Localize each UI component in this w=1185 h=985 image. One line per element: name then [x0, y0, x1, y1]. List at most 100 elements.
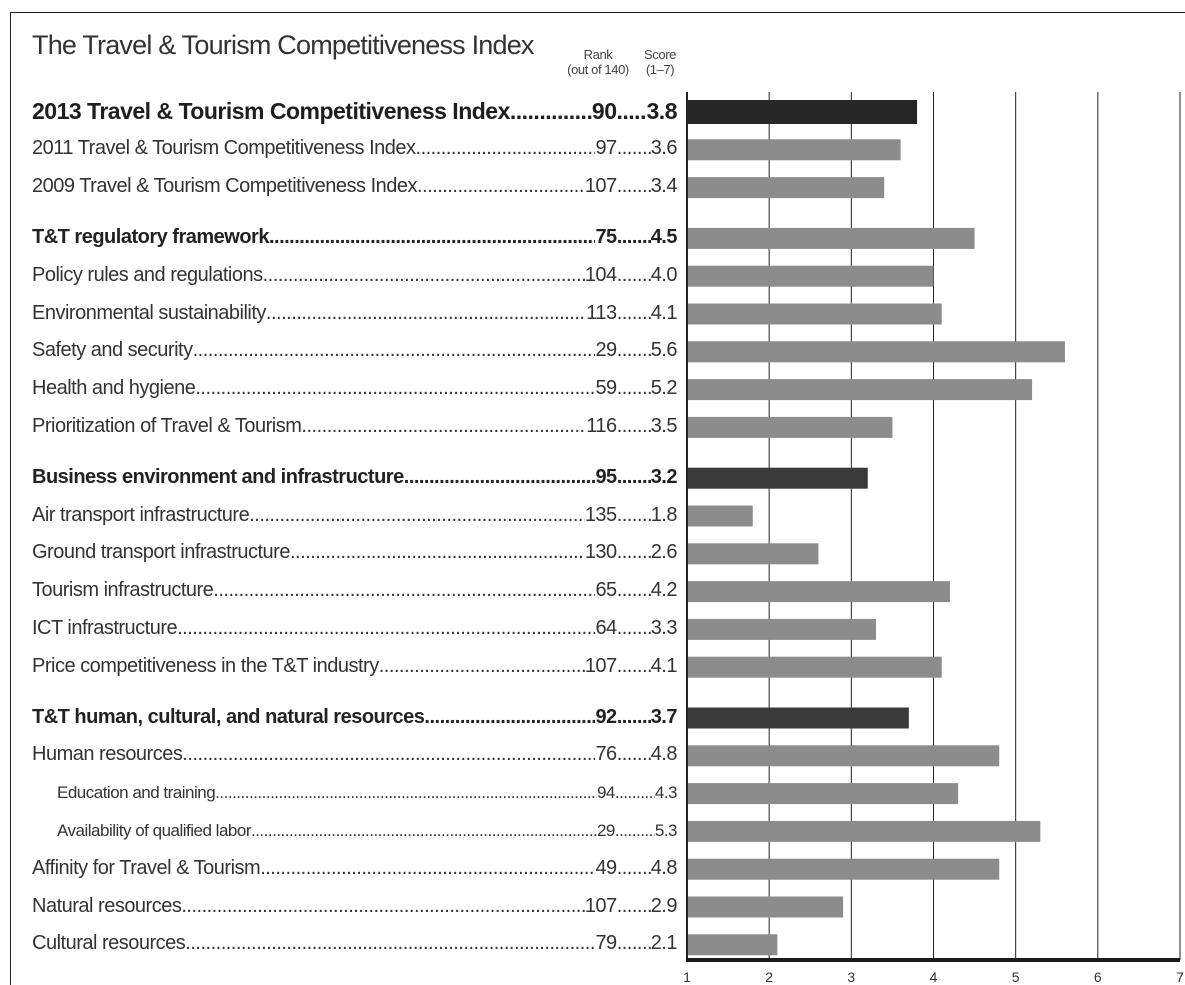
bar	[688, 379, 1033, 401]
score-value: 3.6	[650, 137, 678, 160]
rank-column-header: Rank (out of 140)	[558, 47, 638, 77]
x-tick-label: 4	[930, 969, 938, 985]
rank-value: 95	[595, 465, 617, 488]
row-label: Business environment and infrastructure	[32, 465, 404, 488]
bar	[688, 100, 918, 124]
row-label: Tourism infrastructure	[32, 579, 214, 602]
table-row: Affinity for Travel & Tourism 49 4.8	[32, 856, 678, 880]
row-label: ICT infrastructure	[32, 617, 178, 639]
bar	[688, 858, 1000, 880]
rank-value: 107	[584, 654, 617, 677]
bar	[688, 934, 778, 956]
bar	[688, 265, 934, 287]
bar	[688, 896, 844, 918]
bar	[688, 707, 909, 729]
rank-header-label: Rank	[583, 47, 613, 62]
rank-value: 104	[584, 263, 617, 286]
table-row: Price competitiveness in the T&T industr…	[32, 654, 678, 678]
score-value: 3.2	[650, 465, 678, 488]
row-label: 2011 Travel & Tourism Competitiveness In…	[32, 137, 416, 160]
score-value: 4.2	[650, 579, 678, 602]
score-value: 3.4	[650, 175, 678, 198]
rank-value: 90	[591, 97, 617, 124]
score-value: 5.6	[650, 339, 678, 362]
rank-value: 76	[595, 743, 617, 766]
score-value: 5.3	[654, 820, 678, 840]
score-value: 4.3	[654, 783, 678, 803]
row-label: Human resources	[32, 743, 183, 766]
rank-value: 92	[595, 705, 617, 728]
score-column-header: Score (1–7)	[640, 47, 680, 77]
table-row: Tourism infrastructure 65 4.2	[32, 579, 678, 602]
row-label: Ground transport infrastructure	[32, 541, 290, 564]
bar	[688, 543, 819, 565]
bar	[688, 656, 942, 678]
bar	[688, 303, 942, 325]
score-value: 3.3	[650, 617, 678, 639]
bar	[688, 820, 1041, 842]
score-value: 4.0	[650, 263, 678, 286]
table-row: Availability of qualified labor 29 5.3	[32, 820, 678, 841]
table-row: ICT infrastructure 64 3.3	[32, 617, 678, 640]
x-tick-label: 3	[847, 969, 855, 985]
rank-value: 49	[595, 856, 617, 879]
table-row: Education and training 94 4.3	[32, 783, 678, 803]
x-tick-label: 6	[1094, 969, 1102, 985]
rank-value: 113	[586, 301, 617, 324]
score-value: 2.9	[650, 894, 678, 917]
x-tick-label: 1	[683, 969, 691, 985]
table-row: Prioritization of Travel & Tourism 116 3.5	[32, 415, 678, 438]
row-label: Natural resources	[32, 894, 182, 917]
bar	[688, 177, 885, 199]
row-label: T&T human, cultural, and natural resourc…	[32, 705, 425, 728]
rank-value: 65	[595, 579, 617, 602]
row-label: Affinity for Travel & Tourism	[32, 856, 261, 879]
table-row: Health and hygiene 59 5.2	[32, 377, 678, 400]
rank-value: 135	[584, 503, 617, 526]
bar	[688, 618, 876, 640]
row-label: Prioritization of Travel & Tourism	[32, 415, 302, 437]
row-label: Education and training	[57, 783, 216, 803]
row-label: Health and hygiene	[32, 377, 196, 400]
table-row: Business environment and infrastructure 9…	[32, 465, 678, 489]
chart-frame	[10, 12, 1185, 985]
chart-title: The Travel & Tourism Competitiveness Ind…	[32, 30, 534, 60]
score-value: 4.8	[650, 743, 678, 766]
rank-value: 79	[595, 932, 617, 955]
rank-value: 130	[584, 541, 617, 564]
bar	[688, 341, 1065, 363]
rank-value: 97	[595, 137, 617, 160]
score-value: 3.8	[646, 97, 678, 124]
bar	[688, 139, 901, 161]
score-value: 4.5	[650, 226, 678, 248]
rank-value: 107	[584, 894, 617, 917]
rank-value: 107	[584, 175, 617, 198]
table-row: Cultural resources 79 2.1	[32, 932, 678, 955]
rank-value: 29	[596, 820, 615, 840]
score-value: 4.8	[650, 856, 678, 879]
score-value: 3.7	[650, 705, 678, 728]
table-row: Environmental sustainability 113 4.1	[32, 301, 678, 325]
row-label: Air transport infrastructure	[32, 503, 250, 526]
x-tick-label: 5	[1012, 969, 1020, 985]
table-row: T&T human, cultural, and natural resourc…	[32, 705, 678, 729]
bar	[688, 416, 893, 438]
table-row: Policy rules and regulations 104 4.0	[32, 263, 678, 287]
rank-value: 94	[596, 783, 615, 803]
table-row: Safety and security 29 5.6	[32, 339, 678, 362]
score-value: 3.5	[650, 415, 678, 437]
row-label: T&T regulatory framework	[32, 226, 269, 248]
x-tick-label: 7	[1176, 969, 1184, 985]
bar	[688, 783, 959, 805]
table-row: Ground transport infrastructure 130 2.6	[32, 541, 678, 564]
score-header-label: Score	[644, 47, 676, 62]
table-row: T&T regulatory framework 75 4.5	[32, 226, 678, 249]
row-label: 2013 Travel & Tourism Competitiveness In…	[32, 97, 510, 124]
rank-value: 116	[586, 415, 617, 437]
bar	[688, 227, 975, 249]
row-label: Cultural resources	[32, 932, 186, 955]
score-value: 2.1	[650, 932, 678, 955]
table-row: 2009 Travel & Tourism Competitiveness In…	[32, 175, 678, 198]
table-row: 2011 Travel & Tourism Competitiveness In…	[32, 137, 678, 160]
